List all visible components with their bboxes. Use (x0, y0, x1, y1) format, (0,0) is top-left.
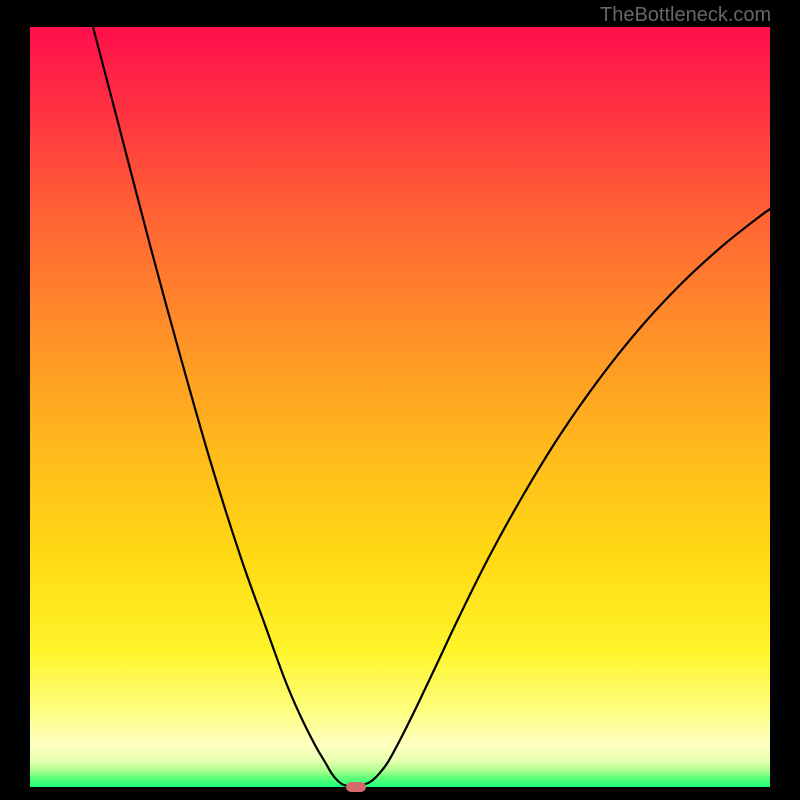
bottleneck-chart (0, 0, 800, 800)
chart-svg (0, 0, 800, 800)
minimum-marker (346, 782, 366, 792)
plot-background (30, 27, 770, 787)
watermark-text: TheBottleneck.com (600, 4, 771, 27)
